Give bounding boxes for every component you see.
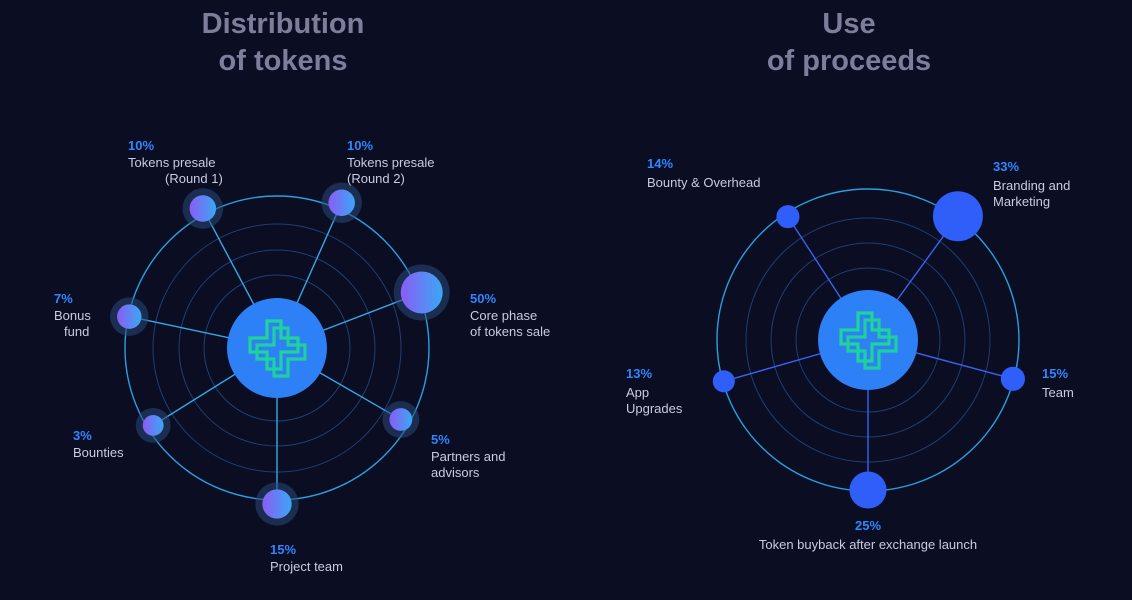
category-label: Partners and (431, 449, 505, 464)
token-distribution-chart: 10%Tokens presale(Round 1)10%Tokens pres… (54, 138, 550, 574)
percent-label: 10% (347, 138, 373, 153)
percent-label: 13% (626, 366, 652, 381)
category-label: App (626, 385, 649, 400)
node-tokens-presale-10 (328, 189, 355, 217)
right-label-bounty-overhead: 14% Bounty & Overhead (647, 156, 760, 190)
node-bounties-3 (142, 414, 164, 436)
node-token-buyback-after-exchange-launch-25 (849, 471, 887, 509)
category-label: Tokens presale (128, 155, 215, 170)
distribution-title-line-2: of tokens (218, 45, 348, 77)
center-circle (227, 298, 327, 398)
percent-label: 5% (431, 432, 450, 447)
left-label-tokens-presale-round-2: 10% Tokens presale(Round 2) (347, 138, 434, 186)
category-label: Bounty & Overhead (647, 175, 760, 190)
category-label: of tokens sale (470, 324, 550, 339)
token-distribution-panel: Distribution of tokens 10% Tokens presale… (0, 6, 566, 574)
left-label-project-team: 15% Project team (270, 542, 343, 574)
distribution-title-line-1: Distribution (201, 8, 365, 40)
medical-cross-logo-icon (248, 319, 307, 378)
left-label-bounties: 3% Bounties (73, 428, 124, 460)
node-app-13 (712, 370, 735, 393)
category-label: advisors (431, 465, 480, 480)
left-label-tokens-presale-round-1: 10% Tokens presale(Round 1) (128, 138, 223, 186)
right-label-team: 15% Team (1042, 366, 1074, 400)
percent-label: 15% (1042, 366, 1068, 381)
category-label: fund (64, 324, 89, 339)
category-label: Core phase (470, 308, 537, 323)
node-branding-and-33 (932, 191, 983, 242)
proceeds-title: Use of proceeds (566, 6, 1132, 80)
distribution-title: Distribution of tokens (0, 6, 566, 80)
category-label: Bonus (54, 308, 91, 323)
percent-label: 50% (470, 291, 496, 306)
node-bonus-7 (117, 304, 142, 329)
category-label: Project team (270, 559, 343, 574)
percent-label: 7% (54, 291, 73, 306)
center-circle (818, 290, 918, 390)
percent-label: 10% (128, 138, 154, 153)
percent-label: 14% (647, 156, 673, 171)
category-label: Marketing (993, 194, 1050, 209)
percent-label: 15% (270, 542, 296, 557)
node-partners-and-5 (389, 408, 413, 431)
node-bounty-overhead-14 (776, 205, 800, 229)
proceeds-title-line-2: of proceeds (766, 45, 932, 77)
use-of-proceeds-panel: Use of proceeds 14% Bounty & Overhead 33% B… (566, 0, 1132, 600)
proceeds-title-line-1: Use (822, 8, 876, 40)
category-label: Tokens presale (347, 155, 434, 170)
category-label: (Round 1) (165, 171, 223, 186)
percent-label: 33% (993, 159, 1019, 174)
node-team-15 (1000, 366, 1025, 391)
use-of-proceeds-chart: 14% Bounty & Overhead 33% Branding andMarke… (626, 156, 1074, 552)
node-project-team-15 (262, 489, 292, 519)
category-label: Team (1042, 385, 1074, 400)
node-tokens-presale-10 (189, 195, 217, 222)
percent-label: 25% (855, 518, 881, 533)
category-label: Bounties (73, 445, 124, 460)
category-label: Upgrades (626, 401, 683, 416)
node-core-phase-50 (400, 271, 443, 314)
category-label: (Round 2) (347, 171, 405, 186)
category-label: Token buyback after exchange launch (759, 537, 977, 552)
category-label: Branding and (993, 178, 1070, 193)
right-label-token-buyback-after-exchange-launch: 25% Token buyback after exchange launch (759, 518, 977, 552)
percent-label: 3% (73, 428, 92, 443)
medical-cross-logo-icon (839, 311, 898, 370)
